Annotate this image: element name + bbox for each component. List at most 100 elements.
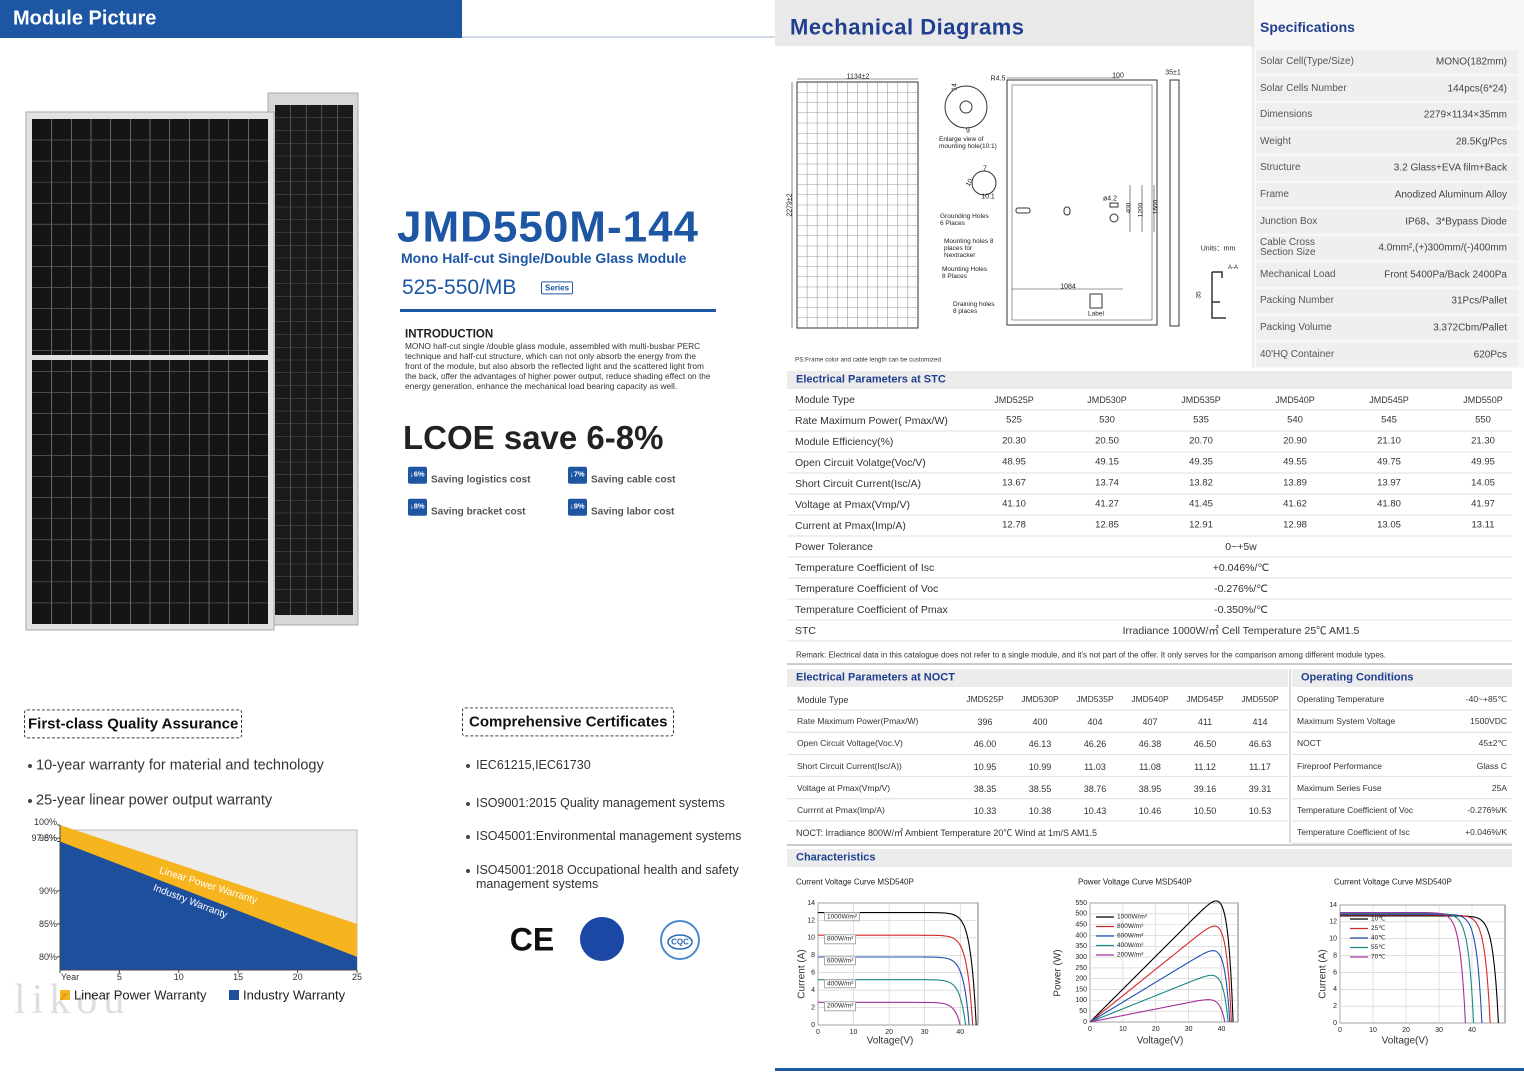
side-view (1169, 79, 1180, 327)
cell: 46.00 (973, 739, 997, 750)
row-label: Short Circuit Current(Isc/A)) (797, 760, 902, 771)
curve (1089, 900, 1234, 1023)
y-tick-label: 8 (1333, 952, 1337, 959)
row-label: Open Circuit Volatge(Voc/V) (795, 456, 926, 469)
certificate-item: ISO45001:Environmental management system… (476, 829, 742, 843)
detail-circle (971, 170, 997, 196)
section-band (787, 371, 1512, 389)
chart-title: Power Voltage Curve MSD540P (1078, 877, 1192, 887)
x-tick-label: 40 (956, 1029, 964, 1036)
diagram-label: Units：mm (1200, 245, 1236, 253)
legend-label: 800W/m² (1117, 923, 1144, 930)
cell: 12.78 (1002, 519, 1026, 531)
table-title: Characteristics (796, 851, 876, 864)
diagram-label: Grounding Holes 6 Places (940, 213, 989, 227)
header-bar (0, 0, 462, 38)
spec-value: 28.5Kg/Pcs (1455, 136, 1507, 148)
x-tick-label: 25 (351, 971, 363, 982)
saving-badge: ↓9% (568, 498, 587, 516)
cell: 550 (1475, 414, 1491, 426)
x-tick-label: 30 (921, 1029, 929, 1036)
spec-row (1256, 76, 1518, 101)
y-tick-label: 6 (811, 970, 815, 977)
row-label: Maximum System Voltage (1297, 716, 1396, 727)
diagram-label: Draining holes 8 places (953, 301, 995, 315)
legend-label: Linear Power Warranty (74, 987, 207, 1003)
spec-value: 3.2 Glass+EVA film+Back (1393, 162, 1507, 174)
legend-label: 25℃ (1371, 925, 1386, 932)
series-badge: Series (541, 281, 574, 295)
y-tick-label: 0 (1333, 1020, 1337, 1027)
axis-label: Power (W) (1052, 948, 1064, 997)
row-label: Fireproof Performance (1297, 760, 1383, 771)
spec-row (1256, 289, 1518, 314)
y-tick-label: 200 (1075, 976, 1087, 983)
cell: 10.50 (1193, 805, 1217, 816)
cell: 400 (1032, 717, 1048, 728)
curve-label: 400W/m² (824, 978, 857, 989)
cell: 14.05 (1471, 477, 1495, 489)
spec-row (1256, 342, 1518, 367)
row-label: Temperature Coefficient of Voc (1297, 805, 1414, 816)
quality-item: 25-year linear power output warranty (36, 792, 273, 809)
cell: 45±2℃ (1478, 738, 1507, 749)
cell: 38.55 (1028, 783, 1052, 794)
table-header: JMD530P (1021, 694, 1059, 705)
cell: +0.046%/K (1465, 827, 1507, 838)
cell: 540 (1287, 414, 1303, 426)
diagram-label: Enlarge view of mounting hole(10:1) (939, 136, 997, 150)
remark: Remark: Electrical data in this catalogu… (796, 650, 1386, 660)
row-label: Temperature Coefficient of Voc (795, 582, 939, 595)
cell: 21.30 (1471, 435, 1495, 447)
cell: 11.08 (1139, 761, 1161, 772)
warranty-area (60, 841, 357, 970)
cell: +0.046%/℃ (1212, 561, 1270, 574)
chart-title: Current Voltage Curve MSD540P (1334, 877, 1452, 887)
product-model: JMD550M-144 (397, 202, 700, 252)
section-profile (1211, 271, 1226, 319)
power-range: 525-550/MB (402, 275, 517, 299)
y-tick-label: 100 (1075, 997, 1087, 1004)
panel-gap (32, 355, 268, 360)
spec-label: Weight (1260, 135, 1291, 147)
curve-label: 800W/m² (824, 934, 857, 944)
cell: 49.75 (1377, 456, 1401, 468)
diagram-label: 7 (983, 165, 987, 173)
spec-row (1256, 262, 1518, 287)
spec-row (1256, 129, 1518, 154)
row-label: Rate Maximum Power(Pmax/W) (797, 716, 919, 727)
y-tick-label: 8 (811, 952, 815, 959)
spec-value: MONO(182mm) (1435, 56, 1507, 68)
diagram-label: 10.1 (981, 193, 995, 201)
cell: 38.35 (973, 783, 997, 794)
legend-label: 40℃ (1371, 935, 1386, 942)
x-tick-label: 20 (1402, 1027, 1410, 1034)
bullet (466, 764, 470, 768)
cell: 12.98 (1283, 519, 1307, 531)
diagram-note: PS:Frame color and cable length can be c… (795, 356, 941, 364)
row-label: Voltage at Pmax(Vmp/V) (795, 498, 910, 511)
x-tick-label: 10 (173, 971, 184, 982)
x-tick-label: 0 (816, 1029, 820, 1036)
cell: 10.53 (1248, 805, 1272, 816)
cell: 46.26 (1083, 739, 1107, 750)
row-label: Open Circuit Voltage(Voc.V) (797, 738, 903, 749)
x-tick-label: 5 (116, 971, 122, 982)
y-tick-label: 6 (1333, 969, 1337, 976)
spec-label: Packing Number (1260, 295, 1334, 307)
curve (1340, 913, 1483, 1024)
cell: -0.276%/℃ (1214, 582, 1268, 595)
cell: 414 (1252, 717, 1268, 728)
x-tick-label: 20 (1152, 1026, 1160, 1033)
cell: 396 (977, 717, 993, 728)
row-label: STC (795, 624, 816, 637)
row-label: Current at Pmax(Imp/A) (795, 519, 906, 532)
cell: 411 (1197, 717, 1213, 728)
table-header: JMD530P (1087, 394, 1127, 405)
table-header: JMD525P (994, 394, 1034, 405)
intro-title: INTRODUCTION (405, 328, 494, 341)
row-label: Voltage at Pmax(Vmp/V) (797, 782, 891, 793)
cell: -40~+85℃ (1465, 694, 1507, 705)
junction-label (1089, 293, 1103, 309)
row-label: Short Circuit Current(Isc/A) (795, 477, 922, 490)
